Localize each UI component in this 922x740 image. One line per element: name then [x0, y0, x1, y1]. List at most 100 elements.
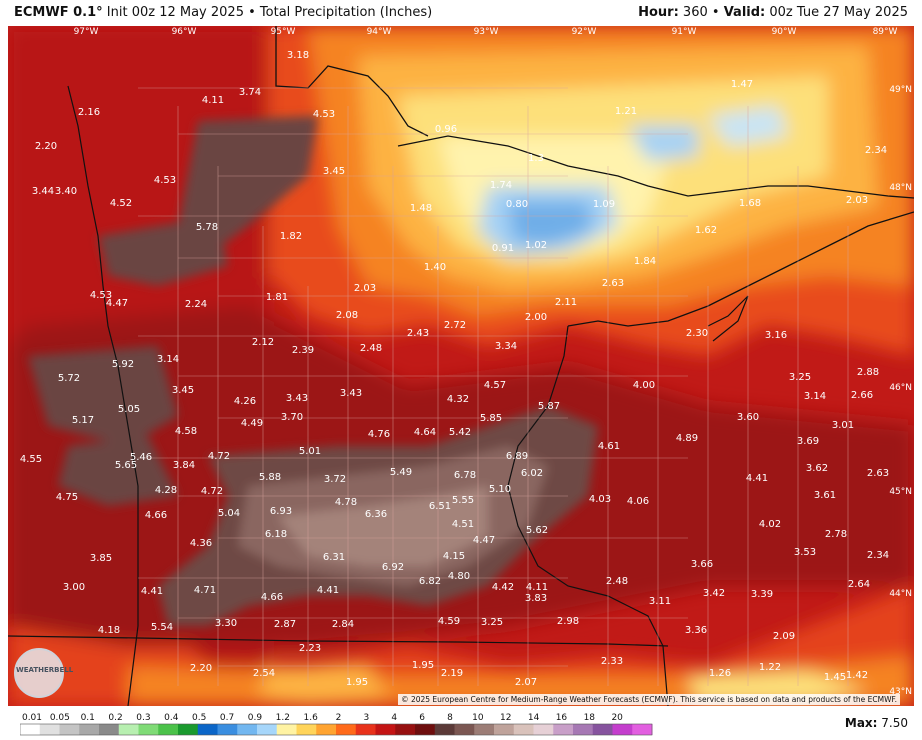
- legend-swatch: [573, 724, 594, 735]
- precip-value: 3.45: [323, 166, 345, 177]
- latitude-label: 48°N: [889, 183, 912, 193]
- precip-value: 3.00: [63, 582, 85, 593]
- precip-value: 1.82: [280, 231, 302, 242]
- precip-value: 2.87: [274, 619, 296, 630]
- precip-value: 5.49: [390, 467, 412, 478]
- precip-value: 0.91: [492, 243, 514, 254]
- precip-value: 3.60: [737, 412, 759, 423]
- precip-value: 4.80: [448, 571, 470, 582]
- precip-value: 4.53: [313, 109, 335, 120]
- precip-value: 4.76: [368, 429, 390, 440]
- precip-value: 1.3: [528, 153, 544, 164]
- precip-value: 2.09: [773, 631, 795, 642]
- precip-value: 2.43: [407, 328, 429, 339]
- precip-value: 6.36: [365, 509, 387, 520]
- precip-value: 2.34: [865, 145, 887, 156]
- precip-value: 4.59: [438, 616, 460, 627]
- precip-value: 3.25: [481, 617, 503, 628]
- legend-tick: 4: [391, 713, 397, 723]
- precip-value: 2.00: [525, 312, 547, 323]
- precip-value: 1.84: [634, 256, 656, 267]
- precip-value: 1.22: [759, 662, 781, 673]
- valid-label: Valid:: [723, 5, 766, 20]
- precip-value: 5.88: [259, 472, 281, 483]
- latitude-label: 46°N: [889, 383, 912, 393]
- precip-value: 3.62: [806, 463, 828, 474]
- legend-tick: 12: [500, 713, 511, 723]
- precip-value: 5.17: [72, 415, 94, 426]
- longitude-label: 95°W: [271, 27, 296, 37]
- legend-swatch: [138, 724, 159, 735]
- latitude-label: 44°N: [889, 589, 912, 599]
- state-border-west: [67, 85, 139, 706]
- legend-swatch: [474, 724, 495, 735]
- longitude-labels: 97°W 96°W 95°W 94°W 93°W 92°W 91°W 90°W 89°W: [74, 27, 898, 37]
- precip-value: 5.05: [118, 404, 140, 415]
- logo-text: WEATHERBELL: [16, 666, 74, 674]
- precip-value: 3.44: [32, 186, 54, 197]
- precip-value: 1.95: [412, 660, 434, 671]
- precip-value: 2.23: [299, 643, 321, 654]
- legend-tick: 0.3: [136, 713, 150, 723]
- precip-value: 4.66: [145, 510, 167, 521]
- precip-value: 1.81: [266, 292, 288, 303]
- precip-value: 1.48: [410, 203, 432, 214]
- precip-value: 4.47: [106, 298, 128, 309]
- hour-label: Hour:: [638, 5, 679, 20]
- precip-value: 3.14: [157, 354, 179, 365]
- precipitation-map[interactable]: 97°W 96°W 95°W 94°W 93°W 92°W 91°W 90°W 89°W 49°…: [8, 26, 914, 706]
- longitude-label: 93°W: [474, 27, 499, 37]
- init-time: Init 00z 12 May 2025: [106, 5, 244, 20]
- legend-swatch: [454, 724, 475, 735]
- precip-value: 4.03: [589, 494, 611, 505]
- legend-tick: 2: [336, 713, 342, 723]
- precip-value: 6.89: [506, 451, 528, 462]
- longitude-label: 96°W: [172, 27, 197, 37]
- county-grid: [138, 87, 849, 686]
- precip-value: 3.40: [55, 186, 77, 197]
- precip-value: 2.24: [185, 299, 207, 310]
- precip-value: 2.03: [846, 195, 868, 206]
- legend-tick: 3: [364, 713, 370, 723]
- precip-value: 2.20: [190, 663, 212, 674]
- precip-value: 3.11: [649, 596, 671, 607]
- legend-tick: 1.2: [276, 713, 290, 723]
- precip-value: 0.80: [506, 199, 528, 210]
- precip-value: 4.52: [110, 198, 132, 209]
- precip-value: 2.48: [606, 576, 628, 587]
- precip-value: 6.92: [382, 562, 404, 573]
- precip-value: 3.72: [324, 474, 346, 485]
- precip-value: 4.41: [746, 473, 768, 484]
- precip-value: 2.88: [857, 367, 879, 378]
- precip-value: 3.61: [814, 490, 836, 501]
- color-scale-legend: 0.01 0.05 0.1 0.2 0.3 0.4 0.5 0.7 0.9 1.2 1.6 2 3 4 6 8…: [20, 713, 653, 736]
- max-value: Max: 7.50: [845, 716, 908, 730]
- precip-value: 2.48: [360, 343, 382, 354]
- precip-value: 2.16: [78, 107, 100, 118]
- precip-value: 5.10: [489, 484, 511, 495]
- legend-swatch: [276, 724, 297, 735]
- legend-swatch: [158, 724, 179, 735]
- precip-value: 4.02: [759, 519, 781, 530]
- legend-tick: 1.6: [303, 713, 318, 723]
- hour-value: 360: [682, 5, 708, 20]
- legend-swatch: [355, 724, 376, 735]
- precip-value: 2.19: [441, 668, 463, 679]
- header: ECMWF 0.1° Init 00z 12 May 2025 • Total …: [0, 0, 922, 26]
- precip-value: 3.39: [751, 589, 773, 600]
- precip-value: 4.26: [234, 396, 256, 407]
- precip-value: 6.02: [521, 468, 543, 479]
- precip-value: 3.45: [172, 385, 194, 396]
- precip-value: 4.11: [526, 582, 548, 593]
- precip-value: 3.18: [287, 50, 309, 61]
- precip-value: 6.93: [270, 506, 292, 517]
- precip-value: 4.55: [20, 454, 42, 465]
- legend-swatch: [415, 724, 436, 735]
- copyright-notice: © 2025 European Centre for Medium-Range …: [398, 694, 900, 705]
- precip-value: 3.43: [286, 393, 308, 404]
- precip-value: 4.78: [335, 497, 357, 508]
- precip-value: 5.04: [218, 508, 240, 519]
- legend-swatch: [632, 724, 653, 735]
- precip-value: 4.66: [261, 592, 283, 603]
- precip-value: 5.72: [58, 373, 80, 384]
